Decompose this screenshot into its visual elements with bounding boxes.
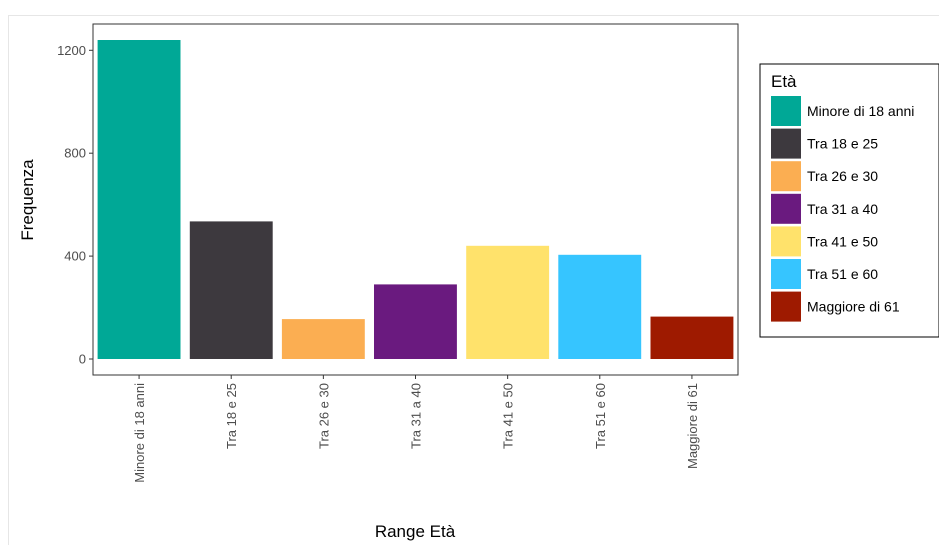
legend-label-4: Tra 31 a 40 bbox=[807, 201, 878, 217]
legend-items: Minore di 18 anni Tra 18 e 25 Tra 26 e 30 T… bbox=[771, 96, 914, 322]
legend-key-4 bbox=[771, 193, 801, 224]
x-tick-label: Minore di 18 anni bbox=[132, 383, 147, 483]
legend-key-3 bbox=[771, 161, 801, 192]
legend-label-5: Tra 41 e 50 bbox=[807, 233, 878, 249]
x-tick-label: Tra 18 e 25 bbox=[224, 383, 239, 449]
bar-5 bbox=[466, 245, 550, 359]
y-tick-label: 400 bbox=[64, 249, 86, 264]
legend-title: Età bbox=[771, 72, 797, 91]
legend-key-5 bbox=[771, 226, 801, 257]
bar-3 bbox=[281, 319, 365, 359]
x-axis: Minore di 18 anni Tra 18 e 25 Tra 26 e 30 T… bbox=[132, 375, 700, 483]
legend-label-7: Maggiore di 61 bbox=[807, 299, 900, 315]
bar-2 bbox=[189, 221, 273, 359]
legend-label-3: Tra 26 e 30 bbox=[807, 168, 878, 184]
legend-key-1 bbox=[771, 96, 801, 126]
x-tick-label: Tra 31 a 40 bbox=[409, 383, 424, 449]
legend: Età Minore di 18 anni Tra 18 e 25 Tra 26 e… bbox=[759, 63, 939, 338]
bars-group bbox=[97, 40, 734, 359]
bar-1 bbox=[97, 40, 181, 359]
bar-7 bbox=[650, 316, 734, 359]
y-tick-label: 800 bbox=[64, 146, 86, 161]
x-tick-label: Tra 26 e 30 bbox=[316, 383, 331, 449]
legend-label-1: Minore di 18 anni bbox=[807, 103, 914, 119]
bar-6 bbox=[558, 254, 642, 359]
y-tick-label: 0 bbox=[79, 352, 86, 367]
figure-frame bbox=[8, 15, 939, 545]
legend-label-6: Tra 51 e 60 bbox=[807, 266, 878, 282]
x-tick-label: Maggiore di 61 bbox=[685, 383, 700, 469]
legend-key-7 bbox=[771, 291, 801, 322]
legend-key-2 bbox=[771, 128, 801, 159]
legend-key-6 bbox=[771, 259, 801, 289]
y-axis-title: Frequenza bbox=[18, 159, 37, 241]
x-tick-label: Tra 51 e 60 bbox=[593, 383, 608, 449]
legend-label-2: Tra 18 e 25 bbox=[807, 136, 878, 152]
x-axis-title: Range Età bbox=[375, 522, 456, 541]
x-tick-label: Tra 41 e 50 bbox=[501, 383, 516, 449]
y-tick-label: 1200 bbox=[57, 43, 86, 58]
y-axis: 0 400 800 1200 bbox=[57, 43, 93, 367]
bar-4 bbox=[374, 284, 457, 359]
